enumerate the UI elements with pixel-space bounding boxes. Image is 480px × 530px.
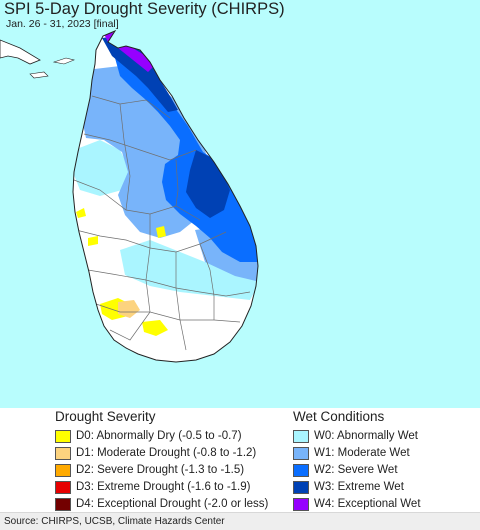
map-title: SPI 5-Day Drought Severity (CHIRPS) bbox=[4, 0, 285, 18]
legend-label-d1: D1: Moderate Drought (-0.8 to -1.2) bbox=[76, 447, 257, 459]
swatch-w1 bbox=[293, 447, 309, 460]
legend-label-d4: D4: Exceptional Drought (-2.0 or less) bbox=[76, 498, 269, 510]
legend-label-w3: W3: Extreme Wet bbox=[314, 481, 404, 493]
swatch-w0 bbox=[293, 430, 309, 443]
legend-item-w4: W4: Exceptional Wet bbox=[293, 496, 421, 513]
swatch-d4 bbox=[55, 498, 71, 511]
legend-item-d1: D1: Moderate Drought (-0.8 to -1.2) bbox=[55, 445, 268, 462]
source-text: Source: CHIRPS, UCSB, Climate Hazards Ce… bbox=[4, 516, 225, 527]
map-subtitle: Jan. 26 - 31, 2023 [final] bbox=[6, 18, 119, 30]
legend-item-w2: W2: Severe Wet bbox=[293, 462, 421, 479]
sri-lanka-map bbox=[0, 30, 259, 363]
legend-item-d0: D0: Abnormally Dry (-0.5 to -0.7) bbox=[55, 428, 268, 445]
island-fragment bbox=[52, 57, 75, 65]
swatch-d3 bbox=[55, 481, 71, 494]
legend-item-d3: D3: Extreme Drought (-1.6 to -1.9) bbox=[55, 479, 268, 496]
swatch-w3 bbox=[293, 481, 309, 494]
legend-label-w4: W4: Exceptional Wet bbox=[314, 498, 421, 510]
legend-item-w0: W0: Abnormally Wet bbox=[293, 428, 421, 445]
legend-item-w3: W3: Extreme Wet bbox=[293, 479, 421, 496]
wet-legend: Wet Conditions W0: Abnormally Wet W1: Mo… bbox=[293, 408, 421, 513]
legend-label-d0: D0: Abnormally Dry (-0.5 to -0.7) bbox=[76, 430, 242, 442]
district-borders bbox=[73, 95, 251, 351]
legend-item-w1: W1: Moderate Wet bbox=[293, 445, 421, 462]
swatch-d1 bbox=[55, 447, 71, 460]
swatch-d2 bbox=[55, 464, 71, 477]
swatch-d0 bbox=[55, 430, 71, 443]
source-footer: Source: CHIRPS, UCSB, Climate Hazards Ce… bbox=[0, 512, 480, 530]
legend-label-w0: W0: Abnormally Wet bbox=[314, 430, 418, 442]
wet-legend-heading: Wet Conditions bbox=[293, 409, 385, 424]
drought-legend: Drought Severity D0: Abnormally Dry (-0.… bbox=[55, 408, 268, 513]
legend-label-d2: D2: Severe Drought (-1.3 to -1.5) bbox=[76, 464, 245, 476]
island-fragment bbox=[29, 71, 49, 79]
map-panel: SPI 5-Day Drought Severity (CHIRPS) Jan.… bbox=[0, 0, 480, 408]
legend-label-w2: W2: Severe Wet bbox=[314, 464, 398, 476]
drought-legend-heading: Drought Severity bbox=[55, 409, 156, 424]
legend: Drought Severity D0: Abnormally Dry (-0.… bbox=[0, 408, 480, 512]
swatch-w2 bbox=[293, 464, 309, 477]
legend-label-w1: W1: Moderate Wet bbox=[314, 447, 410, 459]
mainland-fragment bbox=[0, 39, 41, 65]
swatch-w4 bbox=[293, 498, 309, 511]
legend-label-d3: D3: Extreme Drought (-1.6 to -1.9) bbox=[76, 481, 251, 493]
legend-item-d2: D2: Severe Drought (-1.3 to -1.5) bbox=[55, 462, 268, 479]
legend-item-d4: D4: Exceptional Drought (-2.0 or less) bbox=[55, 496, 268, 513]
